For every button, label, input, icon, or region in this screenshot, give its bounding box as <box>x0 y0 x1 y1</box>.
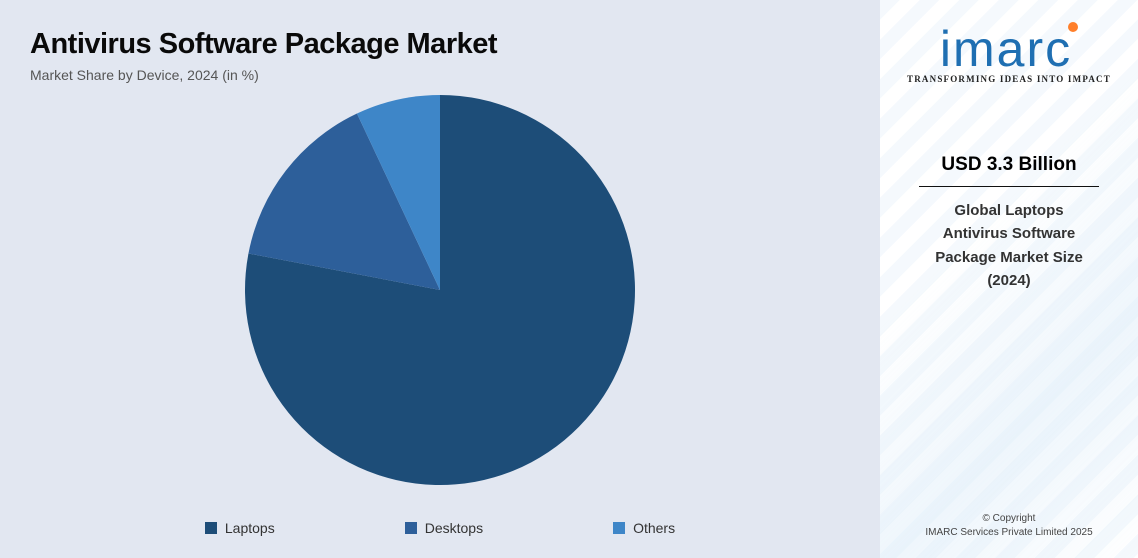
legend-item-others: Others <box>613 520 675 536</box>
page-title: Antivirus Software Package Market <box>30 28 850 61</box>
copyright-line: © Copyright <box>880 512 1138 526</box>
legend-label: Laptops <box>225 520 275 536</box>
legend: Laptops Desktops Others <box>0 520 880 536</box>
brand-text: imarc <box>940 21 1072 77</box>
page-subtitle: Market Share by Device, 2024 (in %) <box>30 67 850 83</box>
stat-line: Global Laptops <box>914 199 1104 222</box>
root: Antivirus Software Package Market Market… <box>0 0 1138 558</box>
stat-line: Antivirus Software <box>914 222 1104 245</box>
legend-swatch-desktops <box>405 522 417 534</box>
legend-item-desktops: Desktops <box>405 520 483 536</box>
chart-panel: Antivirus Software Package Market Market… <box>0 0 880 558</box>
stat-description: Global Laptops Antivirus Software Packag… <box>898 199 1120 292</box>
stat-value: USD 3.3 Billion <box>898 154 1120 176</box>
sidebar: imarc TRANSFORMING IDEAS INTO IMPACT USD… <box>880 0 1138 558</box>
stat-line: (2024) <box>914 269 1104 292</box>
stat-line: Package Market Size <box>914 246 1104 269</box>
brand-logo: imarc TRANSFORMING IDEAS INTO IMPACT <box>898 22 1120 84</box>
copyright: © Copyright IMARC Services Private Limit… <box>880 512 1138 540</box>
legend-swatch-others <box>613 522 625 534</box>
brand-tagline: TRANSFORMING IDEAS INTO IMPACT <box>898 74 1120 84</box>
pie-chart <box>245 95 635 490</box>
legend-swatch-laptops <box>205 522 217 534</box>
divider <box>919 186 1099 187</box>
legend-label: Desktops <box>425 520 483 536</box>
brand-dot-icon <box>1068 22 1078 32</box>
copyright-line: IMARC Services Private Limited 2025 <box>880 526 1138 540</box>
pie-svg <box>245 95 635 485</box>
legend-label: Others <box>633 520 675 536</box>
legend-item-laptops: Laptops <box>205 520 275 536</box>
